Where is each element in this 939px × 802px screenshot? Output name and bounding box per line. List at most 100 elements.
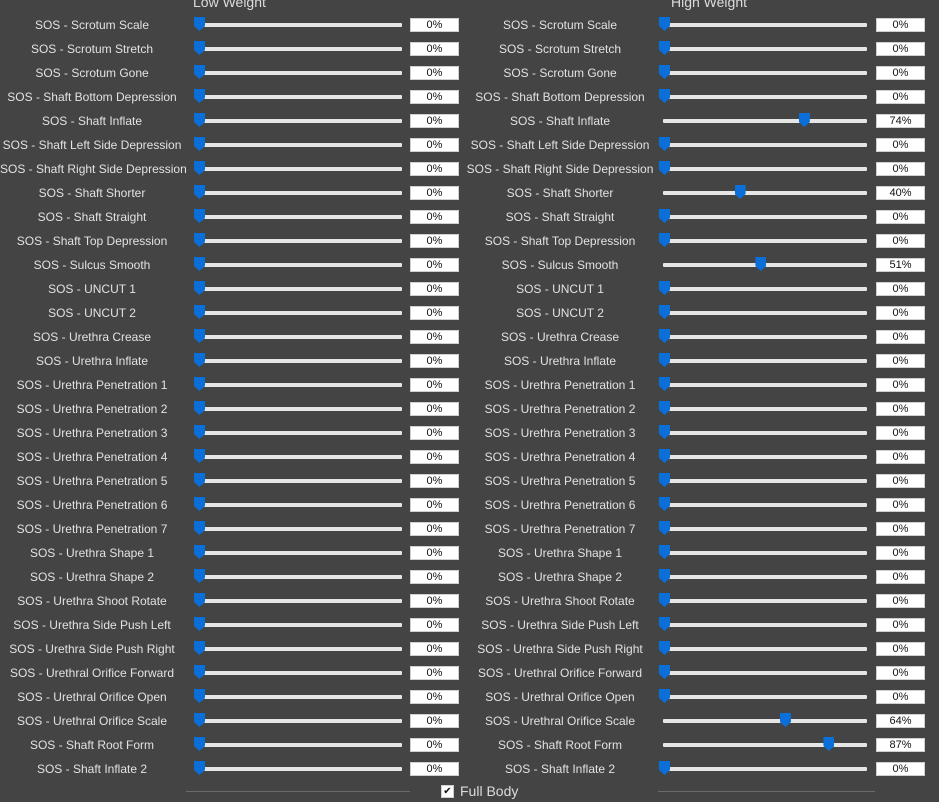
morph-slider[interactable] — [194, 85, 404, 109]
slider-track[interactable] — [663, 359, 867, 363]
morph-slider[interactable] — [659, 757, 869, 781]
slider-thumb[interactable] — [659, 569, 670, 583]
slider-thumb[interactable] — [194, 593, 205, 607]
morph-slider[interactable] — [194, 397, 404, 421]
slider-thumb[interactable] — [194, 281, 205, 295]
morph-slider[interactable] — [194, 325, 404, 349]
slider-thumb[interactable] — [194, 137, 205, 151]
slider-track[interactable] — [663, 215, 867, 219]
slider-value-field[interactable]: 0% — [410, 210, 459, 224]
slider-track[interactable] — [663, 431, 867, 435]
slider-value-field[interactable]: 0% — [876, 690, 925, 704]
slider-track[interactable] — [198, 647, 402, 651]
slider-value-field[interactable]: 64% — [876, 714, 925, 728]
slider-thumb[interactable] — [194, 65, 205, 79]
slider-track[interactable] — [663, 479, 867, 483]
slider-track[interactable] — [198, 575, 402, 579]
slider-thumb[interactable] — [194, 737, 205, 751]
slider-value-field[interactable]: 0% — [876, 570, 925, 584]
slider-track[interactable] — [198, 311, 402, 315]
slider-thumb[interactable] — [194, 113, 205, 127]
slider-track[interactable] — [663, 191, 867, 195]
slider-value-field[interactable]: 0% — [410, 450, 459, 464]
slider-track[interactable] — [198, 47, 402, 51]
slider-value-field[interactable]: 0% — [876, 138, 925, 152]
morph-slider[interactable] — [659, 733, 869, 757]
slider-track[interactable] — [663, 647, 867, 651]
morph-slider[interactable] — [659, 85, 869, 109]
morph-slider[interactable] — [194, 661, 404, 685]
slider-track[interactable] — [198, 383, 402, 387]
slider-thumb[interactable] — [659, 329, 670, 343]
slider-thumb[interactable] — [659, 209, 670, 223]
slider-thumb[interactable] — [659, 41, 670, 55]
full-body-toggle[interactable]: ✔ Full Body — [441, 784, 518, 798]
slider-value-field[interactable]: 0% — [410, 738, 459, 752]
morph-slider[interactable] — [659, 373, 869, 397]
slider-track[interactable] — [198, 407, 402, 411]
full-body-checkbox[interactable]: ✔ — [441, 785, 454, 798]
slider-track[interactable] — [663, 47, 867, 51]
slider-thumb[interactable] — [194, 305, 205, 319]
morph-slider[interactable] — [659, 61, 869, 85]
slider-track[interactable] — [663, 503, 867, 507]
slider-thumb[interactable] — [659, 665, 670, 679]
morph-slider[interactable] — [659, 421, 869, 445]
morph-slider[interactable] — [194, 301, 404, 325]
slider-thumb[interactable] — [659, 137, 670, 151]
slider-thumb[interactable] — [194, 209, 205, 223]
slider-value-field[interactable]: 0% — [876, 498, 925, 512]
slider-track[interactable] — [198, 623, 402, 627]
slider-track[interactable] — [198, 695, 402, 699]
slider-track[interactable] — [198, 671, 402, 675]
slider-thumb[interactable] — [194, 497, 205, 511]
slider-thumb[interactable] — [659, 161, 670, 175]
slider-value-field[interactable]: 0% — [876, 330, 925, 344]
morph-slider[interactable] — [659, 613, 869, 637]
slider-value-field[interactable]: 0% — [876, 402, 925, 416]
slider-value-field[interactable]: 0% — [876, 474, 925, 488]
slider-thumb[interactable] — [194, 41, 205, 55]
slider-value-field[interactable]: 0% — [410, 594, 459, 608]
slider-thumb[interactable] — [194, 17, 205, 31]
slider-value-field[interactable]: 0% — [876, 234, 925, 248]
morph-slider[interactable] — [659, 541, 869, 565]
slider-track[interactable] — [198, 287, 402, 291]
slider-value-field[interactable]: 0% — [410, 402, 459, 416]
slider-thumb[interactable] — [659, 617, 670, 631]
morph-slider[interactable] — [659, 229, 869, 253]
slider-value-field[interactable]: 0% — [410, 186, 459, 200]
slider-value-field[interactable]: 0% — [876, 546, 925, 560]
slider-thumb[interactable] — [194, 89, 205, 103]
slider-value-field[interactable]: 0% — [876, 666, 925, 680]
slider-track[interactable] — [663, 143, 867, 147]
slider-value-field[interactable]: 0% — [410, 330, 459, 344]
slider-track[interactable] — [198, 455, 402, 459]
slider-track[interactable] — [663, 695, 867, 699]
slider-track[interactable] — [198, 119, 402, 123]
slider-thumb[interactable] — [194, 521, 205, 535]
slider-thumb[interactable] — [659, 17, 670, 31]
slider-value-field[interactable]: 0% — [876, 450, 925, 464]
morph-slider[interactable] — [194, 181, 404, 205]
slider-value-field[interactable]: 0% — [876, 426, 925, 440]
slider-thumb[interactable] — [659, 497, 670, 511]
slider-value-field[interactable]: 0% — [410, 618, 459, 632]
slider-value-field[interactable]: 0% — [876, 162, 925, 176]
slider-value-field[interactable]: 0% — [410, 306, 459, 320]
morph-slider[interactable] — [194, 541, 404, 565]
slider-thumb[interactable] — [659, 473, 670, 487]
slider-track[interactable] — [198, 767, 402, 771]
slider-thumb[interactable] — [194, 641, 205, 655]
morph-slider[interactable] — [194, 133, 404, 157]
slider-value-field[interactable]: 0% — [410, 114, 459, 128]
slider-value-field[interactable]: 0% — [876, 594, 925, 608]
slider-thumb[interactable] — [194, 761, 205, 775]
slider-track[interactable] — [198, 143, 402, 147]
morph-slider[interactable] — [194, 589, 404, 613]
slider-value-field[interactable]: 0% — [410, 546, 459, 560]
slider-value-field[interactable]: 74% — [876, 114, 925, 128]
slider-track[interactable] — [663, 623, 867, 627]
slider-value-field[interactable]: 0% — [876, 210, 925, 224]
slider-thumb[interactable] — [659, 305, 670, 319]
